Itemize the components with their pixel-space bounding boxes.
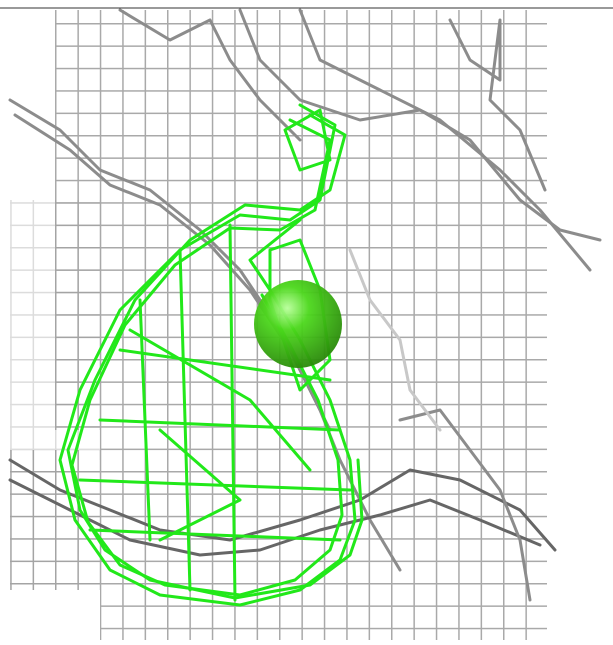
density-mesh bbox=[58, 103, 364, 607]
strand bbox=[448, 18, 547, 192]
mesh-cross bbox=[78, 223, 352, 602]
strand bbox=[298, 8, 592, 272]
strand bbox=[398, 408, 532, 602]
atom-sphere bbox=[254, 280, 342, 368]
grey-strands bbox=[8, 8, 602, 602]
mesh-contour bbox=[58, 103, 357, 607]
mesh-cross bbox=[283, 108, 332, 172]
strand bbox=[8, 478, 542, 557]
strand bbox=[118, 8, 302, 142]
strand bbox=[348, 248, 442, 432]
strand bbox=[8, 98, 402, 572]
mesh-contour bbox=[70, 118, 344, 597]
strand bbox=[8, 458, 557, 552]
mesh-grid-lower bbox=[100, 430, 547, 640]
mesh-contour bbox=[66, 113, 364, 600]
